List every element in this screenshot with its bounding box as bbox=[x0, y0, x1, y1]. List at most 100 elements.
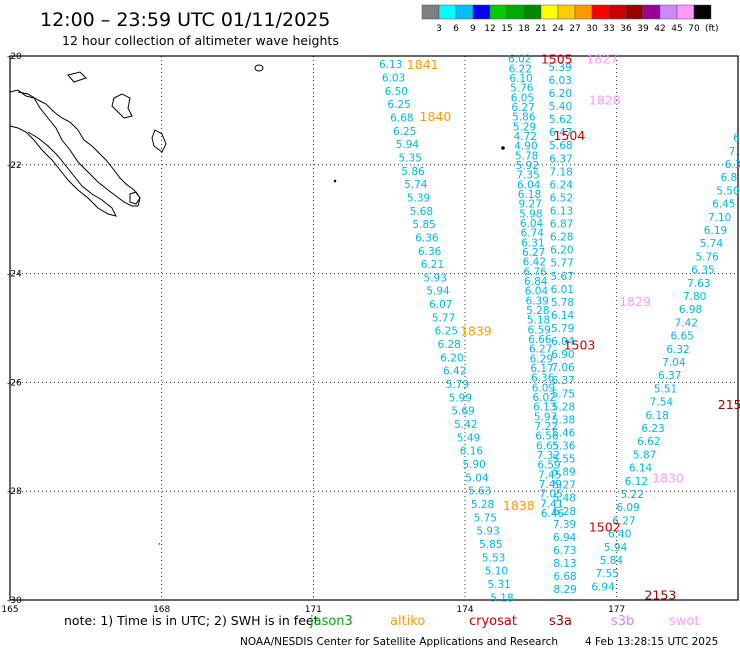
wave-height-value: 5.78 bbox=[551, 297, 574, 309]
wave-height-value: 6.02 bbox=[508, 54, 531, 66]
colorbar-swatch bbox=[523, 4, 542, 20]
wave-height-value: 5.79 bbox=[551, 323, 574, 335]
islet-dot bbox=[333, 179, 337, 183]
altimeter-track: 6.026.226.105.766.056.275.865.294.724.90… bbox=[508, 54, 565, 520]
islet-dot-2 bbox=[501, 146, 505, 150]
wave-height-value: 5.68 bbox=[549, 140, 572, 152]
satellite-legend-item: altiko bbox=[390, 614, 425, 629]
reef-coast bbox=[9, 125, 117, 217]
footer-timestamp: 4 Feb 13:28:15 UTC 2025 bbox=[585, 636, 718, 648]
colorbar-label: 70 bbox=[688, 24, 700, 34]
small-islet bbox=[254, 64, 264, 72]
lat-tick-label: -30 bbox=[7, 596, 22, 606]
wave-height-value: 6.20 bbox=[549, 88, 572, 100]
page-subtitle: 12 hour collection of altimeter wave hei… bbox=[62, 33, 339, 48]
wave-height-value: 5.97 bbox=[534, 411, 557, 423]
satellite-legend-item: s3a bbox=[549, 614, 572, 629]
wave-height-value: 6.87 bbox=[550, 219, 573, 231]
wave-height-value: 5.85 bbox=[479, 539, 502, 551]
wave-height-value: 6.42 bbox=[443, 366, 466, 378]
altimeter-track: 6.947.555.845.946.40 6.276.095.226.126.14… bbox=[591, 133, 740, 594]
wave-height-value: 5.04 bbox=[465, 472, 489, 484]
wave-height-value: 5.50 bbox=[716, 185, 739, 197]
colorbar-label: 15 bbox=[501, 24, 512, 34]
wave-height-value: 5.84 bbox=[600, 555, 624, 567]
wave-height-value: 6.8 bbox=[720, 172, 737, 184]
wave-height-value: 6.25 bbox=[435, 326, 458, 338]
wave-height-value: 6.04 bbox=[551, 336, 575, 348]
wave-height-value: 6.02 bbox=[532, 392, 555, 404]
wave-height-value: 5.10 bbox=[485, 566, 508, 578]
wave-height-value: 6.32 bbox=[666, 344, 689, 356]
lon-tick-label: 177 bbox=[608, 605, 625, 615]
wave-height-value: 6.19 bbox=[704, 225, 727, 237]
wave-height-value: 6.3 bbox=[725, 159, 740, 171]
colorbar-label: 42 bbox=[654, 24, 665, 34]
lon-tick-label: 168 bbox=[153, 605, 170, 615]
wave-height-value: 6.68 bbox=[390, 112, 413, 124]
wave-height-value: 5.48 bbox=[553, 493, 576, 505]
track-time-stamp: 1827 bbox=[586, 52, 618, 67]
wave-height-value: 6.90 bbox=[551, 349, 574, 361]
colorbar-label: 21 bbox=[535, 24, 546, 34]
wave-height-value: 6.39 bbox=[525, 295, 548, 307]
wave-height-value: 6.31 bbox=[521, 237, 544, 249]
wave-height-value: 5.76 bbox=[695, 251, 719, 263]
colorbar-swatch bbox=[455, 4, 474, 20]
wave-height-value: 5.98 bbox=[519, 208, 542, 220]
colorbar-swatch bbox=[472, 4, 491, 20]
wave-height-value: 7.06 bbox=[551, 362, 575, 374]
wave-height-value: 6.29 bbox=[530, 353, 553, 365]
colorbar-label: 6 bbox=[453, 24, 459, 34]
lat-tick-label: -22 bbox=[7, 161, 22, 171]
colorbar-swatch bbox=[540, 4, 559, 20]
wave-height-value: 5.92 bbox=[516, 160, 539, 172]
wave-height-value: 5.68 bbox=[410, 206, 433, 218]
wave-height-value: 6.25 bbox=[387, 99, 410, 111]
wave-height-value: 6.04 bbox=[525, 286, 549, 298]
wave-height-value: 8.13 bbox=[553, 558, 576, 570]
wave-height-value: 5.76 bbox=[510, 83, 534, 95]
track-time-stamp: 2153 bbox=[644, 588, 676, 603]
wave-height-value: 6.28 bbox=[553, 506, 576, 518]
colorbar-label: 39 bbox=[637, 24, 649, 34]
wave-height-value: 6.24 bbox=[550, 179, 574, 191]
wave-height-value: 7.10 bbox=[708, 212, 731, 224]
colorbar-swatch bbox=[574, 4, 593, 20]
lon-tick-label: 174 bbox=[456, 605, 473, 615]
graticule bbox=[9, 55, 738, 601]
colorbar-swatch bbox=[591, 4, 610, 20]
wave-height-value: 6.52 bbox=[550, 192, 573, 204]
wave-height-value: 6.35 bbox=[691, 265, 714, 277]
wave-height-value: 5.46 bbox=[552, 427, 576, 439]
wave-height-value: 5.18 bbox=[490, 592, 513, 604]
wave-height-value: 6.18 bbox=[518, 189, 541, 201]
track-time-stamp: 1504 bbox=[553, 128, 585, 143]
track-time-stamp: 1830 bbox=[652, 471, 684, 486]
wave-height-value: 7.22 bbox=[535, 421, 558, 433]
colorbar-label: 24 bbox=[552, 24, 564, 34]
wave-height-value: 6.04 bbox=[520, 218, 544, 230]
colorbar-legend: 3 6 9 12 15 18 21 24 27 30 33 36 39 42 45 70 bbox=[421, 4, 712, 34]
wave-height-value: 6.36 bbox=[531, 373, 555, 385]
wave-height-value: 6.68 bbox=[553, 571, 576, 583]
wave-height-value: 6.20 bbox=[550, 245, 573, 257]
wave-height-value: 6.1 bbox=[733, 133, 740, 145]
track-time-stamp: 1839 bbox=[460, 324, 492, 339]
wave-height-value: 5.28 bbox=[526, 305, 549, 317]
satellite-legend-item: swot bbox=[669, 614, 699, 629]
wave-height-value: 7.49 bbox=[539, 479, 562, 491]
wave-height-value: 7.41 bbox=[540, 498, 563, 510]
wave-height-value: 6.21 bbox=[421, 259, 444, 271]
track-time-stamp: 1841 bbox=[407, 57, 439, 72]
wave-height-value: 6.47 bbox=[549, 127, 572, 139]
wave-height-value: 6.98 bbox=[679, 304, 702, 316]
wave-height-value: 4.72 bbox=[514, 131, 537, 143]
satellite-legend-item: cryosat bbox=[469, 614, 517, 629]
wave-height-value: 5.42 bbox=[454, 419, 477, 431]
wave-height-value: 5.31 bbox=[487, 579, 510, 591]
wave-height-value: 5.22 bbox=[621, 489, 644, 501]
wave-height-value: 6.62 bbox=[637, 436, 660, 448]
colorbar-swatch bbox=[625, 4, 644, 20]
track-time-stamp: 1829 bbox=[619, 294, 651, 309]
